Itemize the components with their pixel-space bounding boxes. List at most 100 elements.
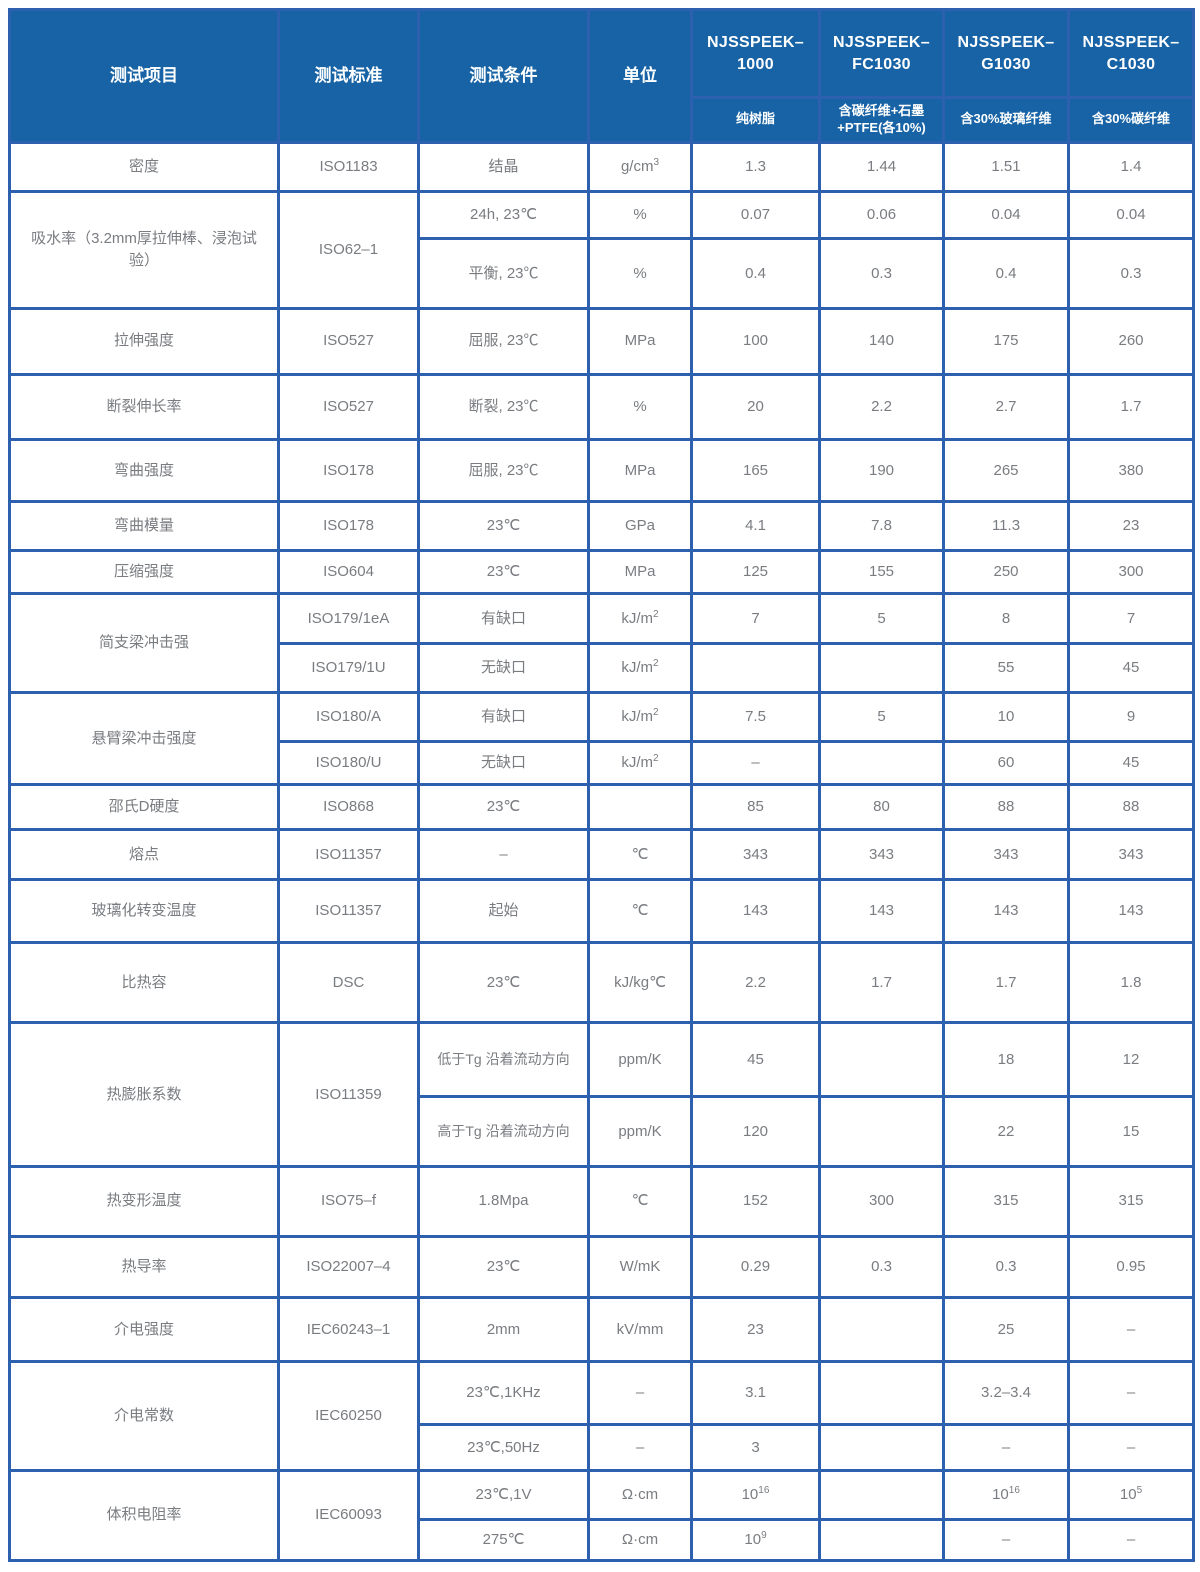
header-product-desc: 含30%碳纤维	[1067, 96, 1195, 144]
cell-value: 23	[690, 1296, 821, 1363]
cell-test-item: 吸水率（3.2mm厚拉伸棒、浸泡试验）	[8, 190, 280, 311]
cell-value: 45	[1067, 641, 1195, 694]
table-row: 平衡, 23℃ % 0.4 0.3 0.4 0.3	[10, 237, 1195, 311]
table-row: 体积电阻率 IEC60093 23℃,1V Ω·cm 1016 1016 105	[8, 1468, 1195, 1562]
cell-test-item: 拉伸强度	[8, 307, 280, 376]
cell-unit: kJ/m2	[587, 592, 693, 645]
cell-test-standard: ISO527	[277, 307, 420, 376]
cell-value: 343	[690, 828, 821, 881]
cell-test-standard: ISO11357	[277, 877, 420, 945]
cell-test-condition: 无缺口	[417, 641, 590, 694]
cell-test-standard: IEC60243–1	[277, 1296, 420, 1363]
cell-test-item: 密度	[8, 140, 280, 194]
cell-unit: ℃	[587, 828, 693, 881]
cell-test-item: 热膨胀系数	[8, 1021, 280, 1168]
cell-test-standard: ISO527	[277, 372, 420, 442]
cell-test-standard: ISO179/1U	[277, 641, 420, 694]
cell-test-condition: 23℃,1V	[417, 1468, 590, 1521]
cell-unit: Ω·cm	[587, 1468, 693, 1521]
cell-value: 7	[690, 592, 821, 645]
cell-test-standard: ISO22007–4	[277, 1234, 420, 1300]
cell-test-condition: 275℃	[417, 1517, 590, 1563]
cell-value: 88	[1067, 783, 1195, 832]
cell-test-condition: 23℃	[417, 1234, 590, 1300]
cell-value: –	[1067, 1359, 1195, 1427]
table-row: 压缩强度 ISO604 23℃ MPa 125 155 250 300	[8, 549, 1195, 596]
cell-value: 10	[942, 690, 1070, 744]
cell-value: 165	[690, 438, 821, 503]
table-row: 275℃ Ω·cm 109 – –	[10, 1517, 1195, 1563]
cell-test-condition: 23℃	[417, 783, 590, 832]
cell-test-standard: ISO62–1	[277, 190, 420, 311]
cell-unit: MPa	[587, 438, 693, 503]
header-product-name: NJSSPEEK–FC1030	[818, 8, 945, 99]
cell-value: 22	[942, 1095, 1070, 1168]
table-row: 吸水率（3.2mm厚拉伸棒、浸泡试验） ISO62–1 24h, 23℃ % 0…	[8, 190, 1195, 311]
header-product-desc: 纯树脂	[690, 96, 821, 144]
cell-value: 18	[942, 1021, 1070, 1099]
cell-value: –	[942, 1517, 1070, 1563]
cell-unit: kJ/m2	[587, 641, 693, 694]
cell-test-item: 介电强度	[8, 1296, 280, 1363]
cell-value: 300	[818, 1164, 945, 1238]
cell-value: 265	[942, 438, 1070, 503]
cell-test-standard: ISO180/U	[277, 740, 420, 787]
cell-test-standard: ISO178	[277, 499, 420, 553]
cell-value: 260	[1067, 307, 1195, 376]
table-row: 熔点 ISO11357 – ℃ 343 343 343 343	[8, 828, 1195, 881]
cell-value: 88	[942, 783, 1070, 832]
header-unit: 单位	[587, 8, 693, 144]
cell-test-condition: 2mm	[417, 1296, 590, 1363]
cell-value: 55	[942, 641, 1070, 694]
cell-value: 190	[818, 438, 945, 503]
cell-test-condition: 起始	[417, 877, 590, 945]
table-row: 热导率 ISO22007–4 23℃ W/mK 0.29 0.3 0.3 0.9…	[8, 1234, 1195, 1300]
cell-value: 3.1	[690, 1359, 821, 1427]
cell-test-standard: ISO604	[277, 549, 420, 596]
cell-value	[818, 641, 945, 694]
cell-value: 1016	[942, 1468, 1070, 1521]
cell-test-standard: ISO868	[277, 783, 420, 832]
cell-value: 2.7	[942, 372, 1070, 442]
cell-test-condition: 断裂, 23℃	[417, 372, 590, 442]
cell-unit: kV/mm	[587, 1296, 693, 1363]
cell-value: 315	[942, 1164, 1070, 1238]
cell-test-condition: 低于Tg 沿着流动方向	[417, 1021, 590, 1099]
cell-value: 0.4	[942, 237, 1070, 311]
cell-value: 155	[818, 549, 945, 596]
cell-value: 8	[942, 592, 1070, 645]
cell-test-standard: DSC	[277, 941, 420, 1025]
header-row-desc: 纯树脂 含碳纤维+石墨+PTFE(各10%) 含30%玻璃纤维 含30%碳纤维	[10, 96, 1195, 144]
cell-test-condition: 23℃	[417, 941, 590, 1025]
table-row: 简支梁冲击强 ISO179/1eA 有缺口 kJ/m2 7 5 8 7	[8, 592, 1195, 694]
cell-value: 1.4	[1067, 140, 1195, 194]
cell-value: 0.3	[1067, 237, 1195, 311]
cell-value: –	[690, 740, 821, 787]
cell-test-item: 悬臂梁冲击强度	[8, 690, 280, 787]
cell-test-standard: IEC60093	[277, 1468, 420, 1562]
cell-value: 105	[1067, 1468, 1195, 1521]
cell-unit: kJ/m2	[587, 690, 693, 744]
cell-test-condition: 1.8Mpa	[417, 1164, 590, 1238]
cell-unit: W/mK	[587, 1234, 693, 1300]
cell-value: 175	[942, 307, 1070, 376]
cell-value: 343	[818, 828, 945, 881]
table-row: 密度 ISO1183 结晶 g/cm3 1.3 1.44 1.51 1.4	[8, 140, 1195, 194]
cell-value: 60	[942, 740, 1070, 787]
table-row: 热膨胀系数 ISO11359 低于Tg 沿着流动方向 ppm/K 45 18 1…	[8, 1021, 1195, 1168]
cell-test-condition: 23℃	[417, 499, 590, 553]
table-row: 23℃,50Hz – 3 – –	[10, 1423, 1195, 1472]
header-product-desc: 含碳纤维+石墨+PTFE(各10%)	[818, 96, 945, 144]
cell-test-standard: ISO11357	[277, 828, 420, 881]
table-row: ISO180/U 无缺口 kJ/m2 – 60 45	[10, 740, 1195, 787]
cell-unit: ℃	[587, 1164, 693, 1238]
cell-value: 1.3	[690, 140, 821, 194]
cell-value: 7	[1067, 592, 1195, 645]
cell-unit: ppm/K	[587, 1095, 693, 1168]
cell-value: 0.29	[690, 1234, 821, 1300]
cell-value: 100	[690, 307, 821, 376]
cell-test-standard: ISO180/A	[277, 690, 420, 744]
cell-value: 1.7	[818, 941, 945, 1025]
cell-unit: MPa	[587, 307, 693, 376]
cell-unit: kJ/m2	[587, 740, 693, 787]
